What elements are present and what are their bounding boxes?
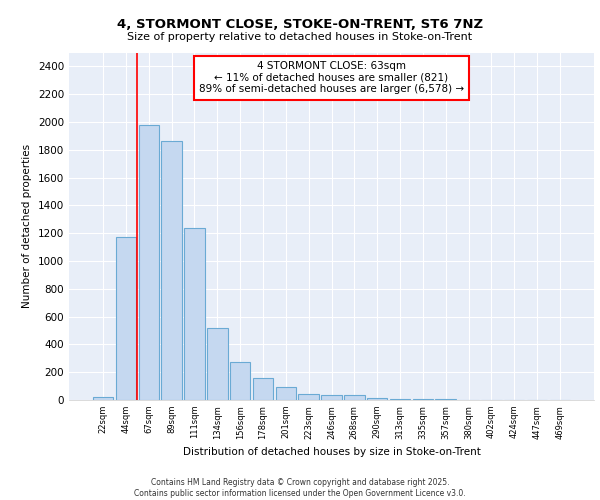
Text: Size of property relative to detached houses in Stoke-on-Trent: Size of property relative to detached ho…: [127, 32, 473, 42]
Text: Contains HM Land Registry data © Crown copyright and database right 2025.
Contai: Contains HM Land Registry data © Crown c…: [134, 478, 466, 498]
Bar: [275, 388, 296, 400]
Bar: [367, 398, 388, 400]
Bar: [390, 399, 410, 400]
Text: 4, STORMONT CLOSE, STOKE-ON-TRENT, ST6 7NZ: 4, STORMONT CLOSE, STOKE-ON-TRENT, ST6 7…: [117, 18, 483, 30]
Y-axis label: Number of detached properties: Number of detached properties: [22, 144, 32, 308]
Bar: [298, 394, 319, 400]
Text: 4 STORMONT CLOSE: 63sqm
← 11% of detached houses are smaller (821)
89% of semi-d: 4 STORMONT CLOSE: 63sqm ← 11% of detache…: [199, 61, 464, 94]
Bar: [344, 395, 365, 400]
Bar: [116, 238, 136, 400]
X-axis label: Distribution of detached houses by size in Stoke-on-Trent: Distribution of detached houses by size …: [182, 447, 481, 457]
Bar: [230, 362, 250, 400]
Bar: [321, 394, 342, 400]
Bar: [161, 142, 182, 400]
Bar: [139, 125, 159, 400]
Bar: [253, 378, 273, 400]
Bar: [184, 228, 205, 400]
Bar: [93, 396, 113, 400]
Bar: [207, 328, 227, 400]
